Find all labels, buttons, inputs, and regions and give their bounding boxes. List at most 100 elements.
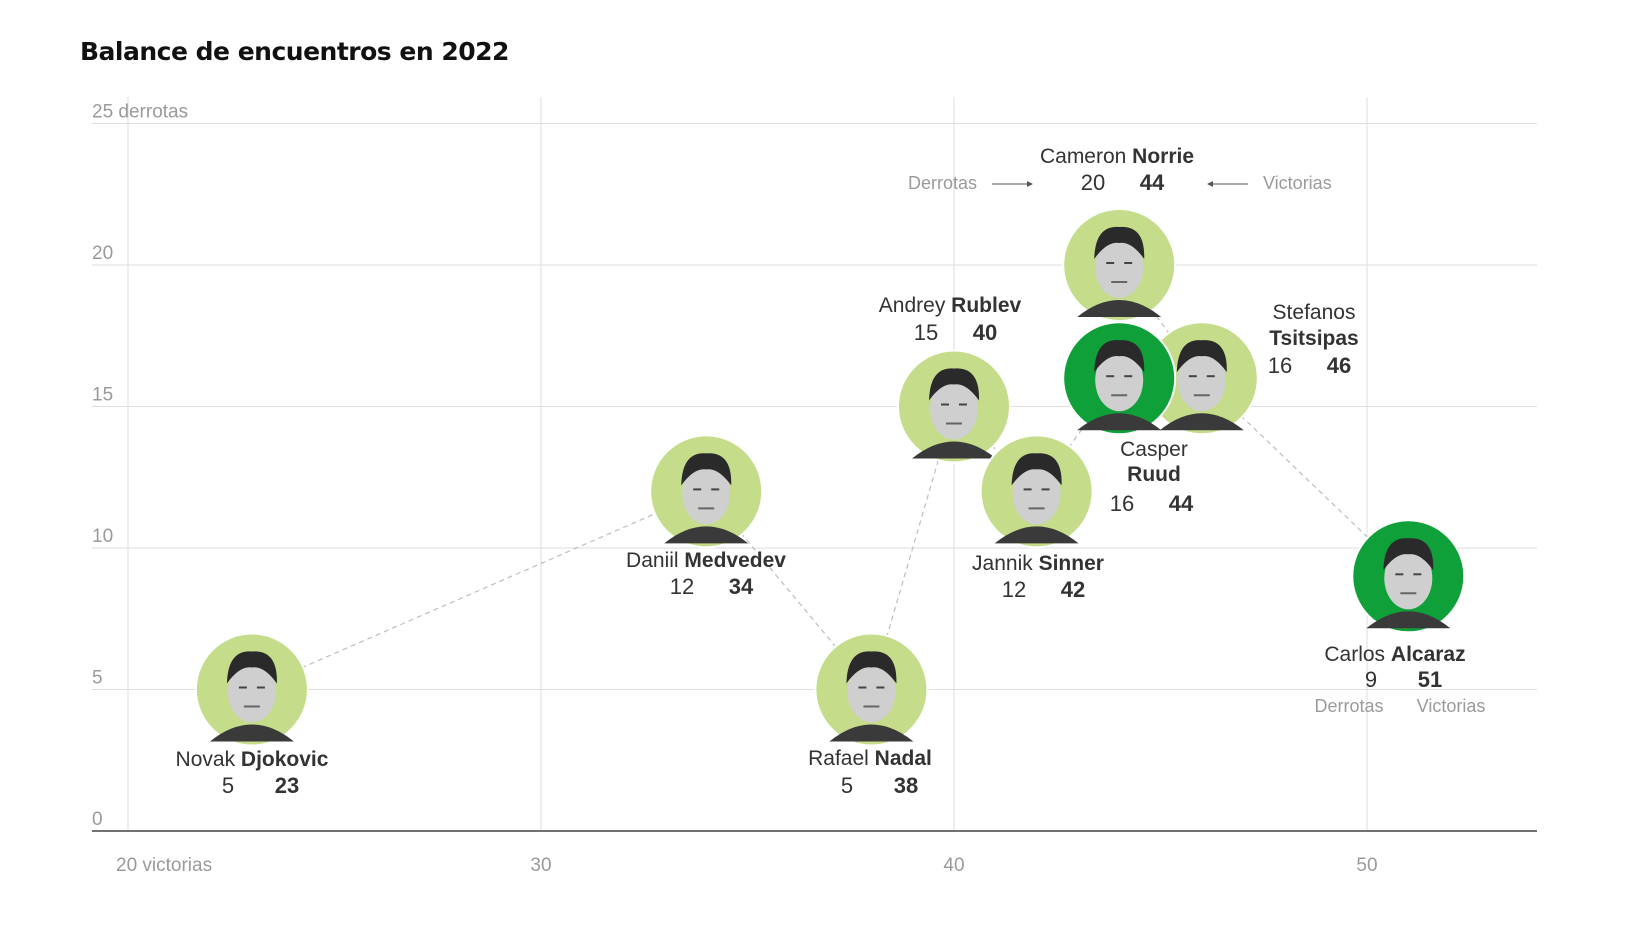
player-wins-value: 51 [1418, 667, 1442, 692]
portrait-shoulders [1077, 413, 1162, 431]
player-label-tsitsipas: Stefanos Tsitsipas 16 46 [1268, 301, 1359, 378]
portrait-face [1384, 547, 1433, 610]
annotation-arrowhead [1207, 181, 1213, 187]
x-tick-label: 40 [943, 855, 964, 876]
portrait-hair [846, 651, 897, 684]
player-marker-medvedev [649, 434, 764, 549]
portrait-face [1095, 236, 1144, 298]
player-marker-norrie [1062, 208, 1177, 322]
player-portrait [664, 453, 749, 544]
annotation-derrotas-bottom: Derrotas [1314, 696, 1383, 716]
player-name: Andrey Rublev [879, 294, 1022, 317]
portrait-face [1012, 462, 1061, 525]
x-tick-label: 50 [1356, 855, 1377, 876]
player-name: Daniil Medvedev [626, 549, 786, 572]
player-marker-tsitsipas [1144, 321, 1259, 436]
annotation-victorias-bottom: Victorias [1417, 696, 1486, 716]
player-marker-rublev [897, 349, 1011, 464]
player-wins-value: 42 [1061, 577, 1085, 602]
portrait-hair [1094, 226, 1145, 259]
player-first-name: Jannik [972, 552, 1039, 575]
player-name: Novak Djokovic [176, 748, 329, 771]
player-losses-value: 12 [1002, 577, 1026, 602]
portrait-face [1095, 349, 1144, 412]
player-label-nadal: Rafael Nadal 5 38 [808, 747, 932, 798]
player-wins-value: 23 [275, 773, 299, 798]
portrait-shoulders [209, 724, 294, 742]
portrait-hair [1176, 340, 1227, 373]
axis-ticks: 20 victorias 30 40 50 0 5 10 15 20 25 derrotas [92, 102, 1378, 877]
portrait-face [847, 660, 896, 723]
connector-path [251, 264, 1409, 691]
y-tick-label: 15 [92, 385, 113, 406]
player-first-name: Rafael [808, 747, 875, 770]
annotation-arrowhead [1027, 181, 1033, 187]
player-losses-value: 16 [1268, 353, 1292, 378]
portrait-shoulders [829, 724, 914, 742]
y-tick-label: 5 [92, 668, 103, 689]
player-losses-value: 15 [914, 320, 938, 345]
player-first-name: Carlos [1324, 643, 1391, 666]
player-marker-sinner [979, 434, 1094, 549]
player-wins-value: 40 [973, 320, 997, 345]
portrait-hair [1011, 453, 1062, 486]
player-label-rublev: Andrey Rublev 15 40 [879, 294, 1022, 345]
x-tick-label: 30 [530, 855, 551, 876]
annotation-derrotas-top: Derrotas [908, 173, 977, 193]
portrait-shoulders [664, 526, 749, 544]
player-last-name: Djokovic [241, 748, 329, 771]
player-first-name: Daniil [626, 549, 684, 572]
player-name: Rafael Nadal [808, 747, 932, 770]
gridlines [92, 97, 1537, 832]
portrait-hair [681, 453, 732, 486]
annotation-victorias-top: Victorias [1263, 173, 1332, 193]
player-losses-value: 16 [1110, 491, 1134, 516]
player-losses-value: 9 [1365, 667, 1377, 692]
player-wins-value: 44 [1169, 491, 1194, 516]
player-portrait [994, 453, 1079, 544]
player-losses-value: 5 [222, 773, 234, 798]
player-losses-value: 12 [670, 574, 694, 599]
player-first-name: Novak [176, 748, 241, 771]
player-wins-value: 34 [729, 574, 754, 599]
player-marker-ruud [1062, 321, 1177, 436]
y-tick-label: 0 [92, 809, 103, 830]
player-last-name: Ruud [1127, 463, 1181, 486]
portrait-shoulders [1366, 611, 1451, 629]
player-last-name: Sinner [1039, 552, 1104, 575]
player-wins-value: 38 [894, 773, 918, 798]
player-portrait [829, 651, 914, 742]
player-portrait [1077, 340, 1162, 431]
player-portrait [1077, 226, 1162, 317]
portrait-face [1177, 349, 1226, 412]
player-first-name: Andrey [879, 294, 951, 317]
player-last-name: Alcaraz [1391, 643, 1466, 666]
portrait-hair [929, 368, 980, 401]
connector-segment [705, 491, 872, 690]
player-markers [194, 208, 1466, 747]
portrait-shoulders [994, 526, 1079, 544]
player-portrait [1159, 340, 1244, 431]
player-last-name: Medvedev [684, 549, 786, 572]
player-first-name: Cameron [1040, 145, 1132, 168]
portrait-face [930, 377, 978, 440]
portrait-face [227, 660, 276, 723]
player-last-name: Nadal [875, 747, 932, 770]
portrait-face [682, 462, 731, 525]
portrait-shoulders [912, 441, 996, 459]
player-name: Jannik Sinner [972, 552, 1104, 575]
player-marker-nadal [814, 632, 929, 747]
player-first-name: Casper [1120, 438, 1188, 461]
x-tick-label: 20 victorias [116, 855, 212, 876]
portrait-shoulders [1077, 300, 1162, 317]
player-portrait [1366, 538, 1451, 629]
player-losses-value: 20 [1081, 170, 1105, 195]
y-tick-label: 10 [92, 526, 113, 547]
player-wins-value: 46 [1327, 353, 1351, 378]
player-wins-value: 44 [1140, 170, 1165, 195]
